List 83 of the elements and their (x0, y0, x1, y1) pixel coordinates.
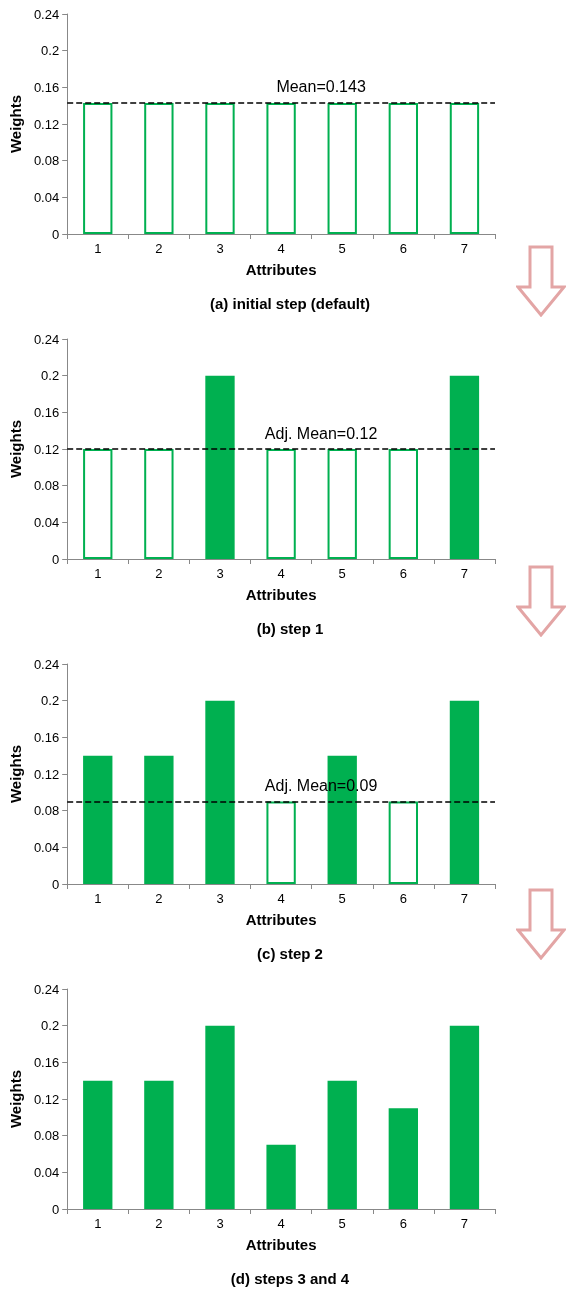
x-tick-label: 1 (94, 891, 102, 906)
text: (b) step 1 (256, 620, 324, 637)
x-tick-label: 6 (399, 241, 407, 256)
x-tick-label: 5 (338, 891, 346, 906)
x-tick-label: 4 (277, 241, 285, 256)
x-axis-title: Attributes (245, 911, 317, 928)
x-tick-label: 3 (216, 241, 224, 256)
bar (144, 755, 174, 884)
y-tick-label: 0.16 (33, 404, 60, 420)
y-axis-title: Weights (7, 94, 24, 154)
text: (c) step 2 (257, 945, 323, 962)
x-tick-label: 7 (460, 1216, 469, 1231)
y-tick-label: 0.24 (33, 331, 60, 347)
x-tick-label: 2 (155, 566, 163, 581)
y-tick-label: 0 (51, 226, 60, 242)
x-tick-label: 1 (94, 1216, 102, 1231)
x-axis-title: Attributes (245, 1236, 317, 1253)
bar (388, 801, 418, 884)
x-tick-label: 4 (277, 566, 285, 581)
bar (449, 1025, 480, 1209)
y-tick-label: 0.08 (33, 1128, 60, 1144)
y-axis-title: Weights (7, 419, 24, 479)
y-tick-label: 0 (51, 1201, 60, 1217)
bar (266, 801, 296, 884)
y-tick-label: 0.16 (33, 1054, 60, 1070)
y-tick-label: 0 (51, 876, 60, 892)
x-axis-title: Attributes (245, 261, 317, 278)
bar (83, 755, 113, 884)
y-tick-label: 0.16 (33, 79, 60, 95)
x-tick-label: 7 (460, 241, 469, 256)
y-tick-label: 0 (51, 551, 60, 567)
bar (144, 1080, 174, 1209)
y-tick-label: 0.12 (33, 116, 60, 132)
y-tick-label: 0.2 (41, 693, 60, 709)
bar (388, 1108, 418, 1209)
x-tick-label: 3 (216, 891, 224, 906)
x-tick-label: 2 (155, 241, 163, 256)
y-tick-label: 0.12 (33, 766, 60, 782)
y-tick-label: 0.08 (33, 803, 60, 819)
y-tick-label: 0.2 (41, 1018, 60, 1034)
y-tick-label: 0.2 (41, 43, 60, 59)
x-tick-label: 5 (338, 241, 346, 256)
x-tick-label: 4 (277, 1216, 285, 1231)
y-tick-label: 0.08 (33, 153, 60, 169)
y-tick-label: 0.16 (33, 729, 60, 745)
text: (d) steps 3 and 4 (230, 1270, 350, 1287)
y-tick-label: 0.24 (33, 656, 60, 672)
bar (205, 700, 235, 884)
x-tick-label: 6 (399, 891, 407, 906)
bar (205, 1025, 235, 1209)
bar (83, 1080, 113, 1209)
y-tick-label: 0.04 (33, 839, 60, 855)
x-tick-label: 3 (216, 1216, 224, 1231)
y-tick-label: 0.04 (33, 1164, 60, 1180)
y-axis-title: Weights (7, 1069, 24, 1129)
y-tick-label: 0.04 (33, 514, 60, 530)
y-tick-label: 0.24 (33, 981, 60, 997)
text: (a) initial step (default) (209, 295, 371, 312)
x-tick-label: 5 (338, 566, 346, 581)
y-tick-label: 0.24 (33, 6, 60, 22)
x-tick-label: 4 (277, 891, 285, 906)
x-tick-label: 2 (155, 1216, 163, 1231)
x-tick-label: 6 (399, 1216, 407, 1231)
y-tick-label: 0.12 (33, 1091, 60, 1107)
x-tick-label: 5 (338, 1216, 346, 1231)
x-tick-label: 1 (94, 241, 102, 256)
bar (449, 700, 480, 884)
x-axis-title: Attributes (245, 586, 317, 603)
y-tick-label: 0.04 (33, 189, 60, 205)
x-tick-label: 6 (399, 566, 407, 581)
y-tick-label: 0.08 (33, 478, 60, 494)
x-tick-label: 1 (94, 566, 102, 581)
x-tick-label: 7 (460, 891, 469, 906)
ref-line-label: Mean=0.143 (276, 78, 366, 96)
y-axis-title: Weights (7, 744, 24, 804)
x-tick-label: 2 (155, 891, 163, 906)
x-tick-label: 3 (216, 566, 224, 581)
bar (327, 1080, 357, 1209)
ref-line-label: Adj. Mean=0.12 (264, 424, 378, 442)
x-tick-label: 7 (460, 566, 469, 581)
bar (266, 1144, 296, 1209)
y-tick-label: 0.12 (33, 441, 60, 457)
y-tick-label: 0.2 (41, 368, 60, 384)
